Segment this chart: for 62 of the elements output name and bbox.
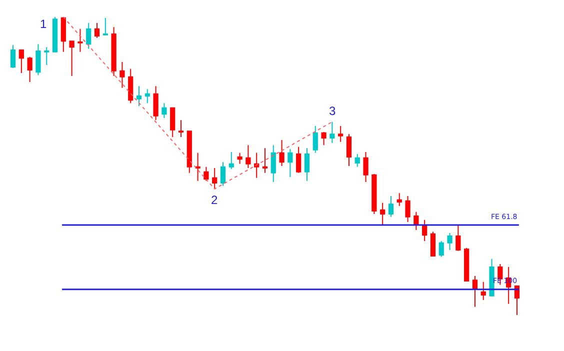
candlestick [354,154,360,168]
candlestick [346,134,352,166]
candlestick [102,17,108,36]
candlestick [94,22,100,38]
candlestick [186,130,192,174]
candlestick [111,26,116,76]
candlestick [52,16,58,52]
candlestick [44,46,50,66]
candlestick [178,120,184,138]
candlestick [69,40,74,76]
candlestick [246,144,251,169]
candlestick [422,219,428,242]
candlestick [27,56,32,82]
annotation: 1 [40,17,47,31]
candlestick [220,162,226,186]
candlestick [153,86,158,121]
candlestick [464,247,470,282]
annotation: 2 [211,193,218,207]
candlestick [456,224,461,252]
candlestick [296,146,302,174]
candlestick [262,148,268,174]
candlestick [204,166,209,182]
candlestick [86,22,92,50]
candlestick [288,148,293,178]
candlestick [270,144,276,183]
candlestick [388,196,394,218]
candlestick [212,168,218,190]
candlestick [128,68,134,104]
candlestick [514,286,520,316]
candlestick [78,28,83,52]
candlestick [430,231,436,256]
candlestick [489,258,494,296]
candlestick [254,152,260,178]
candlestick [170,107,176,138]
candlestick [405,196,410,222]
candlestick [363,151,368,183]
candlestick [330,121,335,144]
candlestick [144,88,150,104]
candlestick [338,126,344,142]
candlestick [414,211,419,231]
candlestick [304,148,310,182]
candlestick [120,61,125,88]
candlestick [447,232,452,250]
candlestick [136,86,142,107]
candlestick [10,44,16,68]
candlestick [396,192,402,206]
annotation: 3 [329,104,336,118]
candlestick [480,281,486,301]
candlestick [312,126,318,154]
candlestick [195,152,200,182]
candlestick [228,151,234,170]
candlestick [438,240,444,258]
candlestick [162,102,167,118]
candlestick [380,202,386,226]
candlestick [372,174,377,214]
candlestick [36,44,41,76]
candlestick [18,50,24,74]
candlestick [60,16,66,52]
candlestick [321,132,326,146]
candlestick [472,275,478,308]
candlestick [237,152,242,164]
candlestick [279,140,284,166]
